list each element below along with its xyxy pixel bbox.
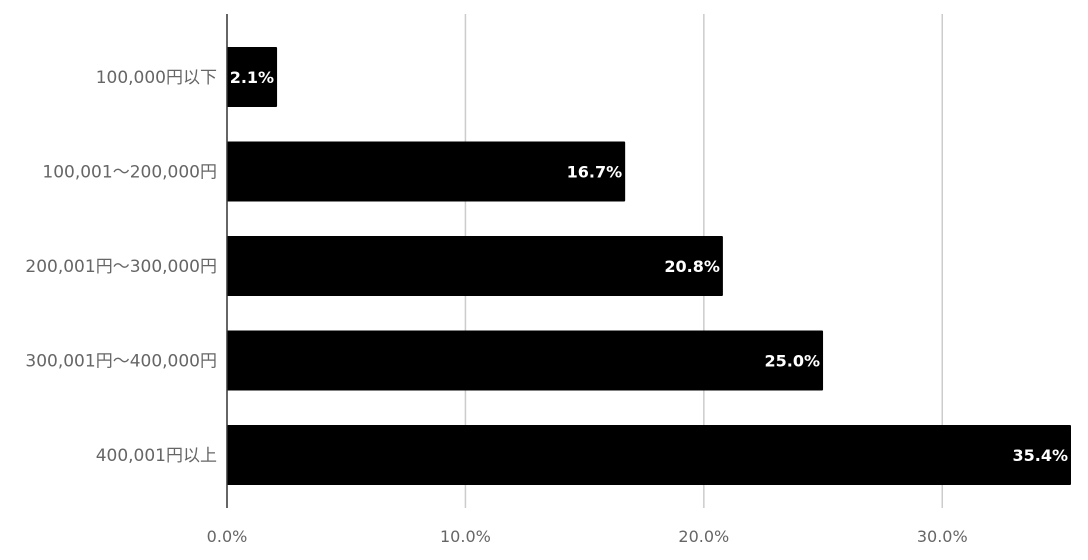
bar: [227, 141, 626, 202]
x-tick-label: 10.0%: [440, 527, 491, 546]
x-tick-label: 20.0%: [678, 527, 729, 546]
data-label: 2.1%: [230, 68, 274, 87]
data-label: 35.4%: [1012, 446, 1068, 465]
data-label: 20.8%: [664, 257, 720, 276]
bar: [227, 47, 278, 107]
bars: [227, 47, 1071, 485]
category-label: 100,000円以下: [96, 68, 217, 88]
bar: [227, 425, 1071, 485]
x-tick-label: 30.0%: [917, 527, 968, 546]
bar: [227, 236, 723, 296]
x-tick-label: 0.0%: [207, 527, 248, 546]
bar: [227, 330, 824, 391]
data-label: 25.0%: [765, 352, 821, 371]
category-label: 100,001〜200,000円: [42, 163, 217, 183]
labels: 0.0% 10.0% 20.0% 30.0% 100,000円以下 2.1% 100,001…: [25, 68, 1068, 546]
category-label: 300,001円〜400,000円: [25, 352, 217, 372]
data-label: 16.7%: [567, 163, 623, 182]
category-label: 400,001円以上: [96, 446, 217, 466]
category-label: 200,001円〜300,000円: [25, 257, 217, 277]
